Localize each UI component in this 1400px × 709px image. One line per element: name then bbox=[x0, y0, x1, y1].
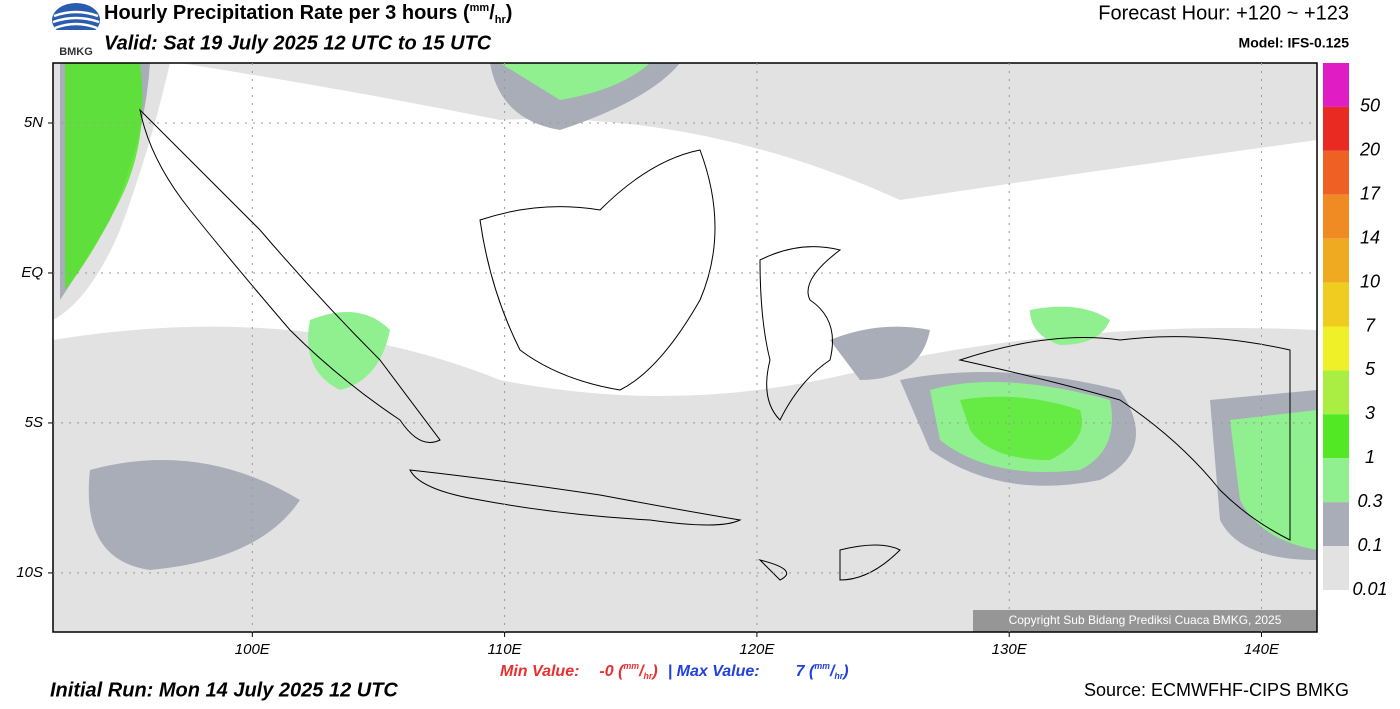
lat-tick-label: EQ bbox=[21, 264, 43, 281]
unit-part: ) bbox=[841, 663, 848, 680]
unit-part: ( bbox=[618, 663, 625, 680]
colorbar-label: 3 bbox=[1365, 403, 1375, 423]
logo: BMKG bbox=[52, 3, 100, 58]
unit: (mm/hr) bbox=[463, 2, 512, 26]
unit-part: mm bbox=[470, 2, 490, 14]
unit-part: mm bbox=[623, 662, 639, 672]
colorbar-label: 5 bbox=[1365, 359, 1376, 379]
unit-part: hr bbox=[834, 671, 843, 681]
unit-part: / bbox=[489, 2, 495, 24]
colorbar-label: 0.3 bbox=[1357, 491, 1382, 511]
colorbar-label: 10 bbox=[1360, 271, 1380, 291]
colorbar-band bbox=[1323, 546, 1349, 590]
max-value: 7 bbox=[796, 663, 806, 680]
colorbar-band bbox=[1323, 150, 1349, 195]
initial-run: Initial Run: Mon 14 July 2025 12 UTC bbox=[50, 679, 398, 701]
colorbar-label: 1 bbox=[1365, 447, 1375, 467]
lon-tick-label: 120E bbox=[739, 641, 775, 658]
colorbar-label: 0.01 bbox=[1352, 579, 1387, 599]
unit-part: ) bbox=[650, 663, 657, 680]
min-value: -0 bbox=[599, 663, 613, 680]
colorbar-band bbox=[1323, 502, 1349, 547]
source: Source: ECMWFHF-CIPS BMKG bbox=[1084, 680, 1349, 700]
colorbar-label: 14 bbox=[1360, 227, 1380, 247]
forecast-hour: Forecast Hour: +120 ~ +123 bbox=[1098, 2, 1349, 24]
logo-text: BMKG bbox=[59, 46, 93, 58]
separator: | bbox=[668, 663, 672, 680]
max-label: Max Value: bbox=[677, 663, 760, 680]
lon-tick-label: 140E bbox=[1244, 641, 1280, 658]
colorbar-band bbox=[1323, 370, 1349, 415]
colorbar-band bbox=[1323, 458, 1349, 503]
unit: (mm/hr) bbox=[809, 662, 849, 682]
title: Hourly Precipitation Rate per 3 hours (m… bbox=[104, 2, 512, 26]
lat-tick-label: 5N bbox=[24, 114, 43, 131]
colorbar-label: 0.1 bbox=[1357, 535, 1382, 555]
graticule: 100E 110E 120E 130E 140E 5N EQ 5S 10S bbox=[16, 63, 1317, 658]
min-label: Min Value: bbox=[500, 663, 579, 680]
model: Model: IFS-0.125 bbox=[1239, 35, 1350, 51]
colorbar-label: 7 bbox=[1365, 315, 1376, 335]
unit-part: / bbox=[829, 663, 836, 680]
min-max: Min Value: -0 (mm/hr) | Max Value: 7 (mm/hr… bbox=[500, 662, 849, 682]
colorbar-band bbox=[1323, 238, 1349, 283]
lat-tick-label: 5S bbox=[25, 414, 43, 431]
lon-tick-label: 110E bbox=[488, 641, 523, 658]
colorbar-label: 20 bbox=[1359, 140, 1380, 160]
unit-part: hr bbox=[495, 14, 507, 26]
colorbar-label: 50 bbox=[1360, 96, 1380, 116]
unit: (mm/hr) bbox=[618, 662, 658, 682]
colorbar-band bbox=[1323, 326, 1349, 371]
colorbar-label: 17 bbox=[1360, 184, 1381, 204]
colorbar-band bbox=[1323, 63, 1349, 107]
lat-tick-label: 10S bbox=[16, 564, 43, 581]
unit-part: ( bbox=[809, 663, 816, 680]
unit-part: ) bbox=[506, 2, 513, 24]
unit-part: ( bbox=[463, 2, 470, 24]
valid-time: Valid: Sat 19 July 2025 12 UTC to 15 UTC bbox=[104, 32, 492, 54]
colorbar-band bbox=[1323, 414, 1349, 459]
title-text: Hourly Precipitation Rate per 3 hours bbox=[104, 2, 457, 24]
colorbar: 50 20 17 14 10 7 5 3 1 0.3 0.1 0.01 bbox=[1323, 63, 1388, 599]
colorbar-band bbox=[1323, 106, 1349, 151]
lon-tick-label: 100E bbox=[235, 641, 271, 658]
lon-tick-label: 130E bbox=[992, 641, 1028, 658]
colorbar-band bbox=[1323, 282, 1349, 327]
unit-part: mm bbox=[814, 662, 830, 672]
map-area: Copyright Sub Bidang Prediksi Cuaca BMKG… bbox=[52, 62, 1318, 633]
unit-part: hr bbox=[644, 671, 653, 681]
copyright: Copyright Sub Bidang Prediksi Cuaca BMKG… bbox=[1009, 613, 1282, 627]
unit-part: / bbox=[638, 663, 645, 680]
colorbar-band bbox=[1323, 194, 1349, 239]
